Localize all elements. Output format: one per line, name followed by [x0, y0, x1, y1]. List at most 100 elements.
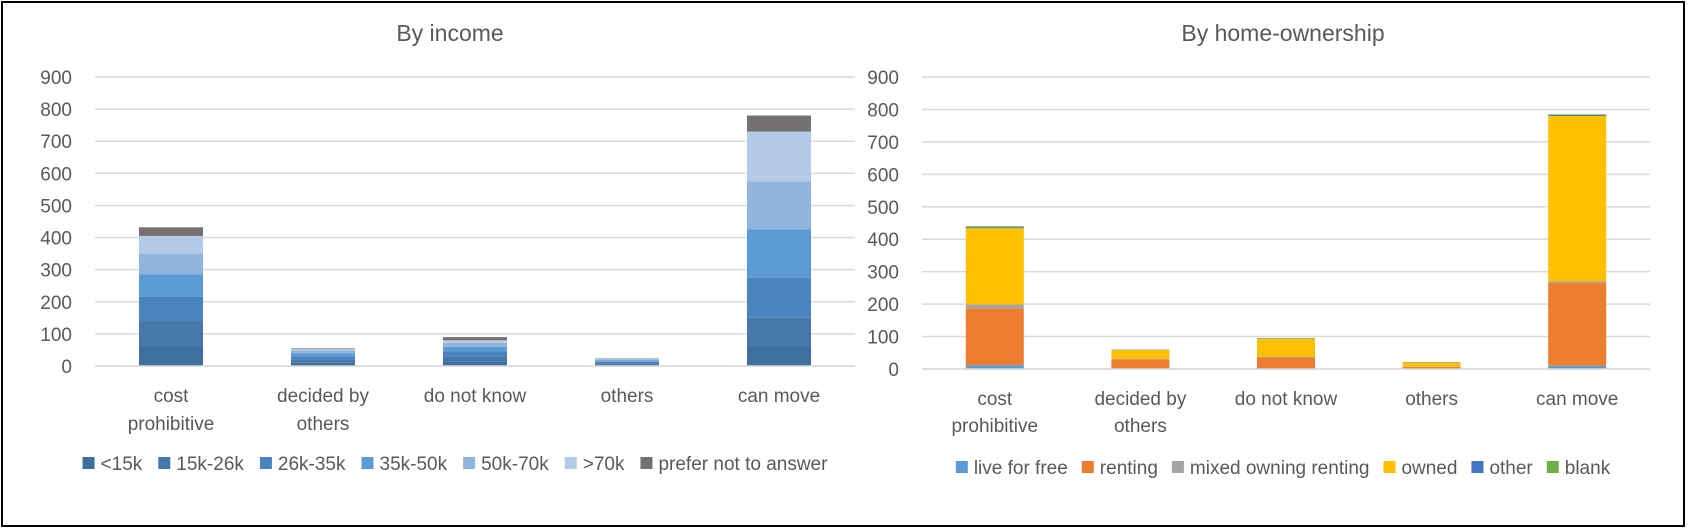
- bar-segment: [1548, 114, 1607, 116]
- bar-segment: [443, 342, 507, 347]
- bar-segment: [291, 356, 355, 360]
- x-tick-label: cost prohibitive: [951, 389, 1038, 437]
- y-tick-label: 500: [867, 198, 899, 219]
- x-tick-label: others: [601, 386, 654, 407]
- y-tick-label: 700: [867, 133, 899, 154]
- bar-segment: [443, 351, 507, 357]
- chart-1: By income 0 100 200 300 400 500 600 700 800 900 cos…: [40, 20, 855, 475]
- y-tick-label: 100: [867, 328, 899, 349]
- bar-segment: [291, 348, 355, 349]
- bar-segment: [965, 226, 1024, 228]
- bar-segment: [291, 353, 355, 357]
- bar-segment: [139, 296, 203, 322]
- bar-segment: [1257, 357, 1315, 369]
- y-tick-label: 100: [40, 325, 72, 346]
- legend: live for free renting mixed owning renting…: [955, 458, 1611, 479]
- x-tick-label: decided by others: [1094, 389, 1186, 437]
- legend-label: live for free: [974, 458, 1068, 479]
- legend-swatch: [640, 457, 653, 469]
- legend-swatch: [361, 457, 374, 469]
- legend-label: owned: [1401, 458, 1457, 479]
- legend-swatch: [158, 457, 171, 469]
- legend-label: renting: [1100, 458, 1158, 479]
- legend-label: 50k-70k: [481, 454, 549, 475]
- legend-swatch: [259, 457, 272, 469]
- chart-title: By income: [396, 20, 503, 46]
- bar-segment: [291, 359, 355, 363]
- bar-segment: [595, 359, 659, 361]
- bar-segment: [1402, 362, 1461, 367]
- legend-label: prefer not to answer: [658, 454, 828, 475]
- x-tick-label: can move: [1536, 389, 1618, 410]
- bar-segment: [139, 235, 203, 254]
- y-tick-label: 0: [888, 360, 899, 381]
- legend-swatch: [955, 461, 968, 473]
- bar-segment: [965, 304, 1024, 309]
- bar-segment: [139, 227, 203, 236]
- legend-swatch: [82, 457, 95, 469]
- y-tick-label: 900: [867, 68, 899, 89]
- bar-segment: [595, 361, 659, 364]
- bar-segment: [965, 227, 1024, 229]
- legend-label: 15k-26k: [176, 454, 244, 475]
- x-tick-label: others: [1405, 389, 1458, 410]
- bar-segment: [443, 337, 507, 341]
- bar-segment: [747, 277, 811, 318]
- bar-segment: [595, 363, 659, 365]
- legend-swatch: [1383, 461, 1396, 473]
- legend-label: 35k-50k: [380, 454, 448, 475]
- legend-label: <15k: [101, 454, 143, 475]
- legend-label: blank: [1565, 458, 1611, 479]
- bar-segment: [291, 350, 355, 354]
- bar-segment: [291, 362, 355, 366]
- y-tick-label: 400: [867, 230, 899, 251]
- bar-segment: [595, 360, 659, 362]
- bar-segment: [1548, 114, 1607, 115]
- bar-segment: [747, 115, 811, 132]
- bar-segment: [1257, 356, 1315, 358]
- bar-segment: [965, 365, 1024, 369]
- y-tick-label: 800: [40, 100, 72, 121]
- legend: <15k 15k-26k 26k-35k 35k-50k 50k-70k >70k pref…: [82, 454, 828, 475]
- bar-segment: [965, 228, 1024, 305]
- bar-segment: [139, 274, 203, 297]
- bar-segment: [595, 364, 659, 366]
- bar-segment: [747, 181, 811, 230]
- legend-swatch: [1471, 461, 1484, 473]
- legend-swatch: [463, 457, 476, 469]
- y-tick-label: 200: [40, 293, 72, 314]
- bar-segment: [443, 356, 507, 362]
- legend-label: >70k: [583, 454, 625, 475]
- bar-segment: [1111, 349, 1170, 359]
- bar-segment: [443, 346, 507, 352]
- y-tick-label: 600: [40, 164, 72, 185]
- bar-segment: [1548, 115, 1607, 282]
- x-tick-label: do not know: [424, 386, 527, 407]
- bar-segment: [443, 340, 507, 343]
- bar-segment: [1548, 365, 1607, 369]
- bar-segment: [139, 345, 203, 366]
- bar-segment: [1548, 283, 1607, 366]
- bar-segment: [443, 361, 507, 366]
- legend-swatch: [1546, 461, 1559, 473]
- bar-segment: [1111, 359, 1170, 369]
- bar-segment: [1257, 338, 1315, 357]
- y-tick-label: 500: [40, 196, 72, 217]
- y-tick-label: 900: [40, 68, 72, 89]
- bar-segment: [291, 348, 355, 351]
- chart-2: By home-ownership 0 100 200 300 400 500 600 700 8…: [867, 20, 1650, 479]
- bar-segment: [747, 317, 811, 346]
- chart-title: By home-ownership: [1181, 20, 1384, 46]
- y-tick-label: 400: [40, 229, 72, 250]
- legend-label: mixed owning renting: [1190, 458, 1370, 479]
- legend-label: 26k-35k: [278, 454, 346, 475]
- y-tick-label: 0: [61, 357, 72, 378]
- y-tick-label: 300: [867, 263, 899, 284]
- legend-swatch: [1081, 461, 1094, 473]
- bar-segment: [595, 358, 659, 360]
- bar-segment: [1548, 281, 1607, 284]
- x-tick-label: decided by others: [277, 386, 369, 435]
- bar-segment: [965, 308, 1024, 366]
- bar-segment: [1402, 367, 1461, 369]
